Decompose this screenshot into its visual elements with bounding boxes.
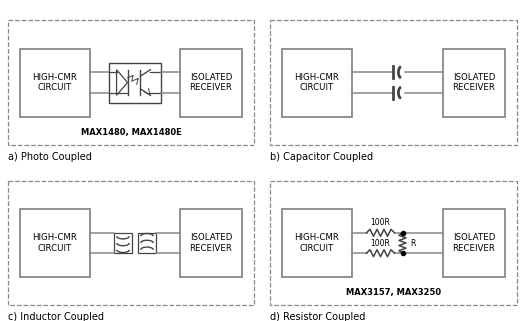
Bar (138, 233, 156, 253)
Bar (20, 209, 90, 277)
Text: MAX3157, MAX3250: MAX3157, MAX3250 (346, 289, 441, 298)
Bar (20, 48, 90, 117)
Text: b) Capacitor Coupled: b) Capacitor Coupled (270, 152, 373, 162)
Bar (8, 181, 254, 305)
Text: HIGH-CMR
CIRCUIT: HIGH-CMR CIRCUIT (295, 73, 340, 92)
Bar (109, 63, 161, 102)
Bar (282, 209, 352, 277)
Text: 100R: 100R (371, 218, 391, 227)
Text: HIGH-CMR
CIRCUIT: HIGH-CMR CIRCUIT (295, 233, 340, 253)
Bar (282, 48, 352, 117)
Text: 100R: 100R (371, 239, 391, 248)
Text: d) Resistor Coupled: d) Resistor Coupled (270, 312, 365, 321)
Text: a) Photo Coupled: a) Photo Coupled (8, 152, 92, 162)
Text: c) Inductor Coupled: c) Inductor Coupled (8, 312, 104, 321)
Text: HIGH-CMR
CIRCUIT: HIGH-CMR CIRCUIT (33, 233, 78, 253)
Bar (443, 209, 505, 277)
Text: ISOLATED
RECEIVER: ISOLATED RECEIVER (453, 73, 496, 92)
Bar (270, 181, 517, 305)
Text: ISOLATED
RECEIVER: ISOLATED RECEIVER (190, 233, 233, 253)
Text: ISOLATED
RECEIVER: ISOLATED RECEIVER (190, 73, 233, 92)
Bar (180, 209, 242, 277)
Text: HIGH-CMR
CIRCUIT: HIGH-CMR CIRCUIT (33, 73, 78, 92)
Bar (114, 233, 132, 253)
Bar (443, 48, 505, 117)
Bar (180, 48, 242, 117)
Text: R: R (410, 239, 415, 247)
Bar (8, 20, 254, 145)
Text: MAX1480, MAX1480E: MAX1480, MAX1480E (81, 128, 181, 137)
Bar (270, 20, 517, 145)
Text: ISOLATED
RECEIVER: ISOLATED RECEIVER (453, 233, 496, 253)
